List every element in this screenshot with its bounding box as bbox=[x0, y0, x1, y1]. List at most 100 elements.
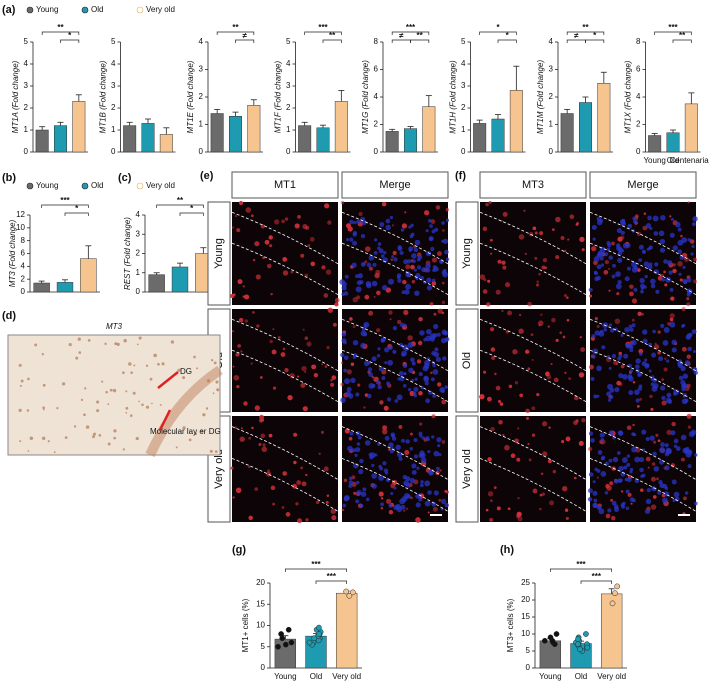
cell bbox=[378, 491, 384, 497]
nucleus bbox=[692, 350, 696, 354]
cell bbox=[318, 452, 321, 455]
cell bbox=[254, 405, 260, 411]
nucleus bbox=[414, 290, 420, 296]
nucleus bbox=[648, 245, 653, 250]
nucleus bbox=[422, 365, 429, 372]
significance-label: *** bbox=[60, 196, 70, 205]
nucleus bbox=[430, 377, 435, 382]
nucleus bbox=[660, 385, 666, 391]
cell bbox=[553, 377, 559, 383]
cell bbox=[282, 347, 286, 351]
nucleus bbox=[659, 447, 666, 454]
cell bbox=[547, 459, 552, 464]
nucleus bbox=[671, 347, 677, 353]
cell bbox=[324, 365, 328, 368]
cell bbox=[239, 436, 245, 442]
stained-cell bbox=[157, 362, 160, 366]
nucleus bbox=[626, 266, 631, 271]
nucleus bbox=[389, 449, 394, 454]
nucleus bbox=[396, 394, 403, 401]
nucleus bbox=[673, 389, 680, 395]
y-tick-label: 2 bbox=[24, 103, 29, 112]
cell bbox=[502, 211, 508, 217]
nucleus bbox=[644, 358, 648, 362]
cell bbox=[615, 362, 618, 366]
nucleus bbox=[425, 250, 432, 257]
row-header-box bbox=[207, 201, 231, 306]
cell bbox=[266, 471, 272, 477]
significance-bracket bbox=[479, 31, 517, 35]
significance-bracket bbox=[654, 31, 692, 35]
nucleus bbox=[353, 462, 359, 469]
nucleus bbox=[371, 463, 375, 468]
legend-label: Old bbox=[91, 181, 103, 190]
cell bbox=[260, 418, 265, 422]
nucleus bbox=[377, 242, 382, 246]
cell bbox=[568, 377, 571, 380]
cell bbox=[332, 322, 337, 327]
stained-cell bbox=[47, 440, 50, 443]
nucleus bbox=[608, 430, 615, 436]
nucleus bbox=[387, 359, 394, 366]
nucleus bbox=[691, 244, 695, 248]
cell bbox=[539, 493, 543, 497]
cell bbox=[235, 487, 242, 494]
cell bbox=[661, 378, 664, 381]
significance-bracket bbox=[156, 204, 204, 208]
legend-marker bbox=[136, 6, 144, 14]
nucleus bbox=[432, 363, 436, 368]
nucleus bbox=[604, 491, 609, 495]
nucleus bbox=[651, 352, 657, 358]
nucleus bbox=[402, 344, 408, 351]
cell bbox=[527, 367, 531, 371]
nucleus bbox=[362, 487, 367, 492]
nucleus bbox=[390, 492, 394, 496]
stained-cell bbox=[98, 433, 102, 437]
stained-cell bbox=[83, 413, 86, 417]
nucleus bbox=[341, 285, 347, 291]
cell bbox=[446, 490, 449, 494]
nucleus bbox=[678, 375, 684, 381]
nucleus bbox=[659, 483, 665, 489]
nucleus bbox=[427, 490, 432, 495]
nucleus bbox=[376, 353, 381, 358]
nucleus bbox=[620, 333, 624, 337]
dg-boundary bbox=[231, 426, 339, 480]
cell bbox=[260, 224, 266, 229]
nucleus bbox=[601, 455, 606, 460]
cell bbox=[297, 518, 303, 524]
bar bbox=[334, 101, 348, 153]
nucleus bbox=[685, 334, 691, 340]
stained-cell bbox=[29, 436, 34, 441]
stained-cell bbox=[20, 379, 24, 383]
y-tick-label: 0 bbox=[136, 287, 141, 296]
nucleus bbox=[651, 486, 656, 491]
dg-boundary bbox=[341, 242, 449, 296]
cell bbox=[401, 223, 408, 229]
cell bbox=[485, 202, 489, 207]
cell bbox=[651, 462, 656, 466]
nucleus bbox=[399, 250, 404, 256]
nucleus bbox=[687, 464, 692, 469]
cell bbox=[235, 352, 240, 357]
stained-cell bbox=[96, 400, 100, 404]
stained-cell bbox=[42, 408, 45, 411]
cell bbox=[242, 295, 245, 298]
stained-cell bbox=[104, 342, 107, 346]
cell bbox=[385, 498, 392, 504]
nucleus bbox=[352, 448, 357, 453]
nucleus bbox=[639, 467, 644, 473]
nucleus bbox=[678, 272, 682, 276]
nucleus bbox=[641, 429, 647, 435]
y-axis-label: MT3+ cells (%) bbox=[506, 598, 515, 652]
nucleus bbox=[392, 325, 398, 331]
cell bbox=[631, 318, 635, 322]
nucleus bbox=[588, 287, 593, 292]
stained-cell bbox=[77, 337, 81, 341]
cell bbox=[392, 250, 397, 255]
nucleus bbox=[424, 500, 431, 507]
y-axis-label: MT1A (Fold change) bbox=[11, 60, 20, 133]
nucleus bbox=[609, 395, 614, 399]
cell bbox=[669, 215, 672, 218]
cell bbox=[504, 282, 511, 288]
